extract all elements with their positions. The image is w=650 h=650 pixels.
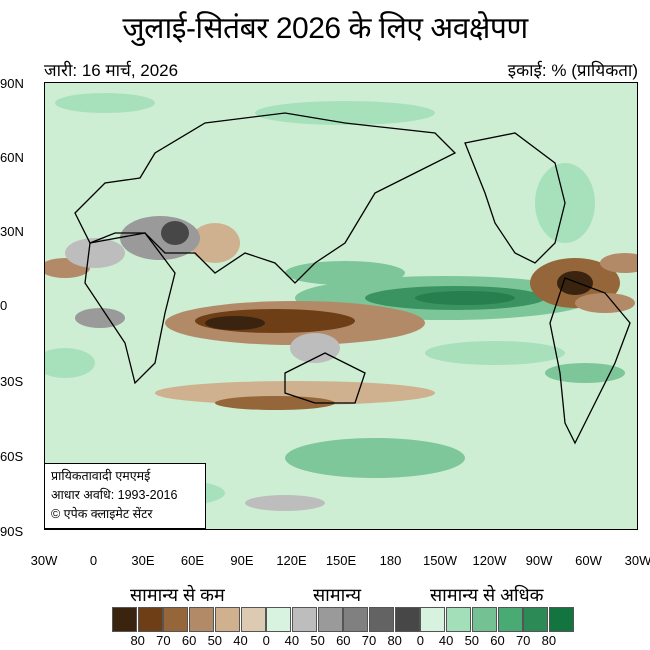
lat-label: 60S bbox=[0, 449, 24, 464]
lon-label: 180 bbox=[379, 553, 402, 568]
legend-swatch bbox=[343, 607, 369, 632]
info-base-period: आधार अवधि: 1993-2016 bbox=[51, 488, 178, 502]
legend-swatch bbox=[420, 607, 446, 632]
legend-swatch bbox=[394, 607, 420, 632]
lon-label: 0 bbox=[89, 553, 98, 568]
legend-tick-label: 50 bbox=[464, 633, 480, 648]
legend-tick-label: 50 bbox=[207, 633, 223, 648]
units-label: इकाई: % (प्रायिकता) bbox=[507, 61, 638, 80]
legend-tick-label: 50 bbox=[310, 633, 325, 648]
legend-swatch bbox=[163, 607, 189, 632]
lat-label: 90S bbox=[0, 524, 24, 539]
legend-tick-label: 60 bbox=[490, 633, 505, 648]
gray-normal bbox=[65, 216, 340, 511]
legend-swatch bbox=[266, 607, 292, 632]
lat-label: 30S bbox=[0, 374, 24, 389]
legend-tick-label: 40 bbox=[284, 633, 300, 648]
lon-label: 120W bbox=[472, 553, 507, 568]
lat-label: 0 bbox=[0, 298, 8, 313]
precipitation-probability-map bbox=[44, 82, 638, 530]
lon-label: 120E bbox=[276, 553, 307, 568]
legend-tick-label: 0 bbox=[262, 633, 270, 648]
legend-swatch bbox=[369, 607, 394, 632]
legend-tick-label: 0 bbox=[416, 633, 424, 648]
info-model: प्रायिकतावादी एमएमई bbox=[51, 469, 151, 483]
issued-date: जारी: 16 मार्च, 2026 bbox=[44, 61, 179, 80]
legend-above-normal: सामान्य से अधिक bbox=[430, 585, 544, 605]
legend-tick-label: 80 bbox=[130, 633, 145, 648]
legend-swatch bbox=[214, 607, 240, 632]
info-box: प्रायिकतावादी एमएमई आधार अवधि: 1993-2016… bbox=[44, 463, 206, 529]
lon-label: 30W bbox=[624, 553, 650, 568]
legend-swatch bbox=[497, 607, 523, 632]
legend-tick-label: 40 bbox=[438, 633, 454, 648]
legend-swatch bbox=[548, 607, 574, 632]
legend-swatch bbox=[240, 607, 266, 632]
lat-label: 60N bbox=[0, 150, 24, 165]
lon-label: 90W bbox=[525, 553, 553, 568]
lon-label: 90E bbox=[230, 553, 254, 568]
lon-label: 30E bbox=[131, 553, 155, 568]
lon-label: 150E bbox=[325, 553, 357, 568]
legend-swatch bbox=[291, 607, 317, 632]
legend-swatch bbox=[446, 607, 472, 632]
lat-label: 90N bbox=[0, 76, 24, 91]
legend-swatch bbox=[112, 607, 137, 632]
map-title: जुलाई-सितंबर 2026 के लिए अवक्षेपण bbox=[122, 12, 528, 45]
legend-tick-label: 80 bbox=[541, 633, 557, 648]
info-copyright: © एपेक क्लाइमेट सेंटर bbox=[51, 507, 153, 521]
continent-outlines bbox=[74, 112, 631, 445]
legend-tick-label: 60 bbox=[181, 633, 197, 648]
lon-label: 150W bbox=[423, 553, 457, 568]
legend-tick-label: 60 bbox=[336, 633, 351, 648]
legend-below-normal: सामान्य से कम bbox=[130, 585, 225, 605]
legend-swatch bbox=[523, 607, 549, 632]
legend-swatch bbox=[189, 607, 215, 632]
green-above-normal bbox=[45, 93, 625, 507]
lat-label: 30N bbox=[0, 224, 24, 239]
map-svg bbox=[45, 93, 637, 511]
legend-normal: सामान्य bbox=[313, 585, 362, 605]
legend-tick-label: 70 bbox=[156, 633, 171, 648]
legend-swatch bbox=[137, 607, 163, 632]
legend-tick-label: 80 bbox=[387, 633, 402, 648]
legend-swatch bbox=[471, 607, 497, 632]
legend-tick-label: 40 bbox=[233, 633, 248, 648]
legend-tick-label: 70 bbox=[515, 633, 531, 648]
lon-label: 60E bbox=[180, 553, 205, 568]
lon-label: 60W bbox=[575, 553, 602, 568]
legend-swatch bbox=[317, 607, 343, 632]
lon-label: 30W bbox=[30, 553, 58, 568]
brown-below-normal bbox=[45, 223, 637, 410]
legend-tick-label: 70 bbox=[361, 633, 377, 648]
